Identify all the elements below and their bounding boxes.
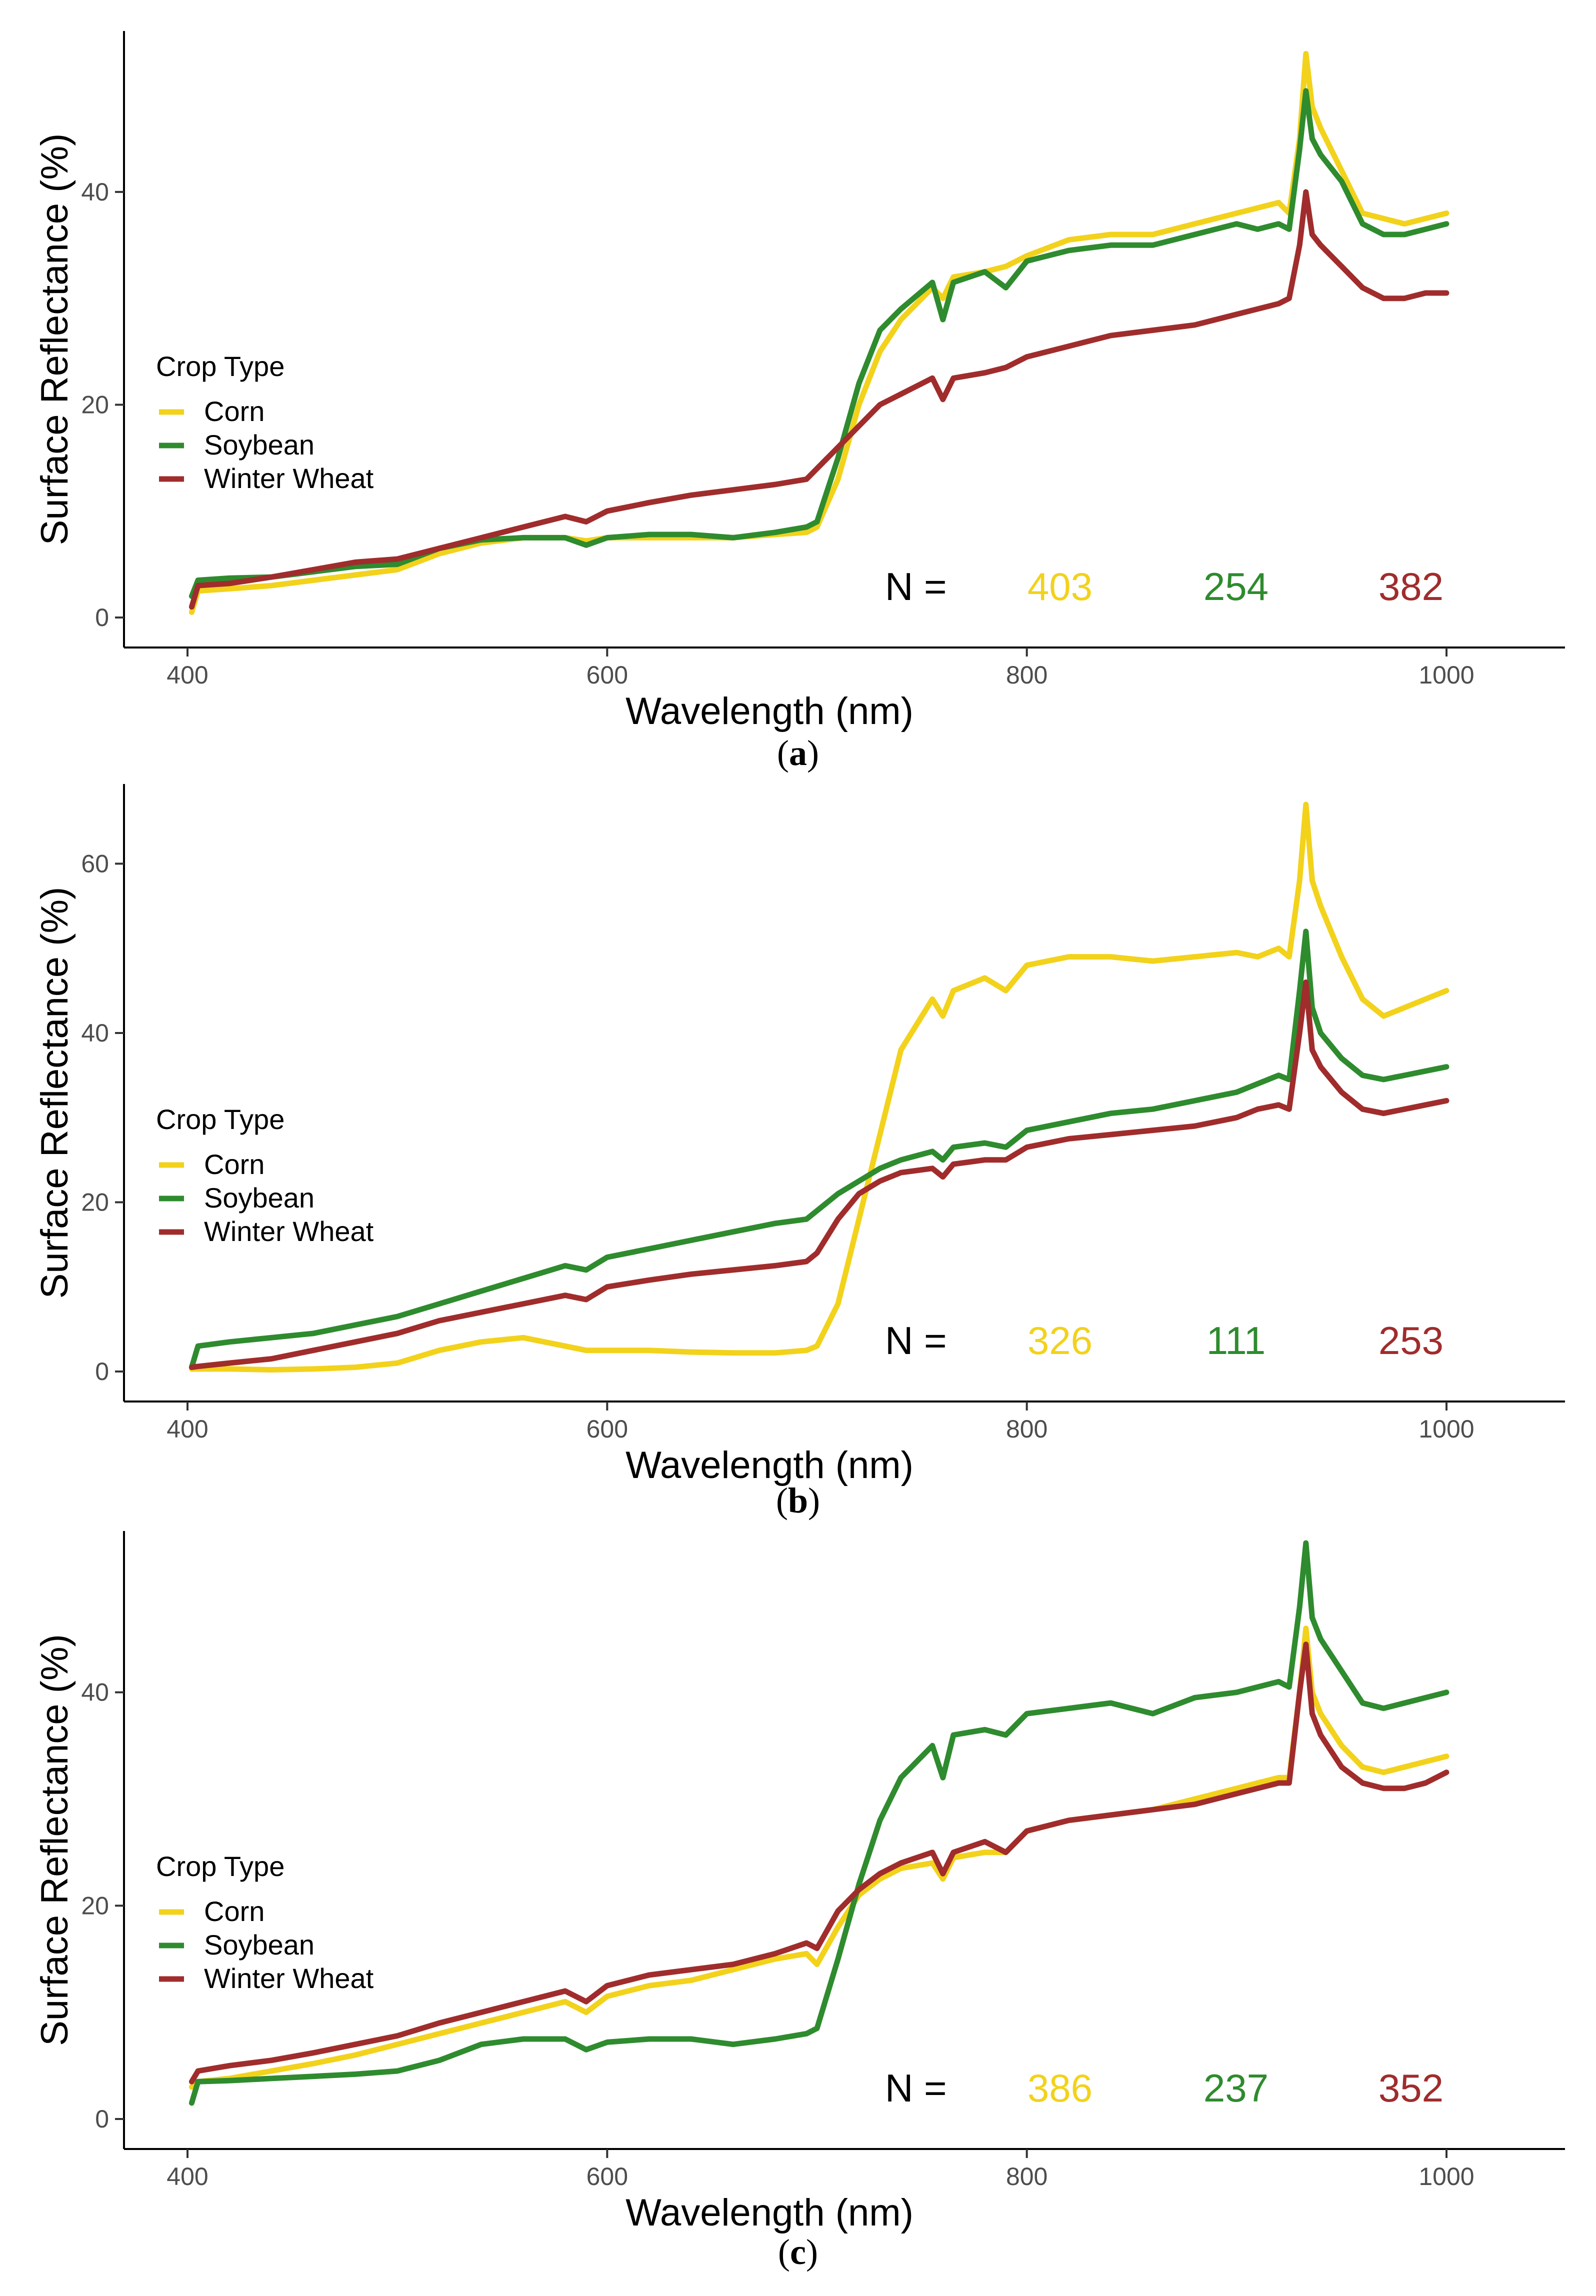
legend-title: Crop Type	[156, 1850, 284, 1882]
x-axis-title: Wavelength (nm)	[626, 690, 914, 732]
n-prefix: N =	[885, 1318, 947, 1362]
y-tick-label: 20	[81, 390, 109, 418]
y-tick-label: 40	[81, 178, 109, 206]
legend-label-soybean: Soybean	[204, 1182, 314, 1214]
legend-label-winter-wheat: Winter Wheat	[204, 1962, 374, 1994]
chart-panel-a: 0 20 40 400 600 800 1000 Wavelength (nm) Surface…	[34, 31, 1565, 773]
x-tick-label: 800	[1006, 2162, 1048, 2190]
n-count-soybean: 254	[1204, 564, 1268, 608]
legend-label-soybean: Soybean	[204, 1929, 314, 1960]
legend-label-winter-wheat: Winter Wheat	[204, 1216, 374, 1247]
x-tick-label: 400	[166, 1415, 208, 1443]
series-line-soybean	[188, 928, 1450, 1370]
x-axis-title: Wavelength (nm)	[626, 1444, 914, 1486]
y-axis-title: Surface Reflectance (%)	[34, 887, 76, 1299]
legend-label-soybean: Soybean	[204, 429, 314, 460]
panel-label: (a)	[777, 733, 819, 773]
legend-title: Crop Type	[156, 1104, 284, 1135]
series-line-winter-wheat	[188, 1642, 1450, 2084]
y-tick-label: 20	[81, 1892, 109, 1920]
n-prefix: N =	[885, 564, 947, 608]
legend-label-corn: Corn	[204, 396, 264, 427]
chart-panel-b: 0 20 40 60 400 600 800 1000 Wavelength (nm) Surfa…	[34, 784, 1565, 1520]
series-line-winter-wheat	[188, 979, 1450, 1370]
x-tick-label: 1000	[1418, 2162, 1474, 2190]
y-axis-title: Surface Reflectance (%)	[34, 134, 76, 546]
x-tick-label: 1000	[1418, 661, 1474, 689]
legend-title: Crop Type	[156, 350, 284, 382]
x-tick-label: 800	[1006, 661, 1048, 689]
n-count-soybean: 237	[1204, 2066, 1268, 2110]
n-count-corn: 403	[1028, 564, 1092, 608]
series-line-winter-wheat	[188, 189, 1450, 610]
x-tick-label: 800	[1006, 1415, 1048, 1443]
panel-label: (b)	[776, 1480, 820, 1520]
y-axis-title: Surface Reflectance (%)	[34, 1634, 76, 2046]
series-line-corn	[188, 802, 1450, 1373]
x-tick-label: 600	[586, 661, 628, 689]
x-tick-label: 1000	[1418, 1415, 1474, 1443]
y-tick-label: 20	[81, 1188, 109, 1216]
series-line-soybean	[188, 88, 1450, 599]
y-tick-label: 40	[81, 1678, 109, 1706]
n-prefix: N =	[885, 2066, 947, 2110]
legend-label-corn: Corn	[204, 1148, 264, 1180]
n-count-winter-wheat: 253	[1378, 1318, 1444, 1362]
legend-label-winter-wheat: Winter Wheat	[204, 462, 374, 494]
y-tick-label: 0	[95, 2105, 109, 2133]
y-tick-label: 40	[81, 1019, 109, 1047]
n-count-winter-wheat: 382	[1378, 564, 1444, 608]
x-tick-label: 400	[166, 661, 208, 689]
y-tick-label: 0	[95, 604, 109, 632]
x-tick-label: 600	[586, 2162, 628, 2190]
series-line-soybean	[188, 1540, 1450, 2106]
y-tick-label: 60	[81, 850, 109, 878]
x-tick-label: 600	[586, 1415, 628, 1443]
series-line-corn	[188, 50, 1450, 615]
n-count-winter-wheat: 352	[1378, 2066, 1444, 2110]
n-count-soybean: 111	[1206, 1318, 1266, 1362]
panel-label: (c)	[778, 2232, 818, 2272]
chart-panel-c: 0 20 40 400 600 800 1000 Wavelength (nm) Surface…	[34, 1531, 1565, 2272]
y-tick-label: 0	[95, 1358, 109, 1386]
n-count-corn: 386	[1028, 2066, 1092, 2110]
x-axis-title: Wavelength (nm)	[626, 2192, 914, 2234]
n-count-corn: 326	[1028, 1318, 1092, 1362]
x-tick-label: 400	[166, 2162, 208, 2190]
legend-label-corn: Corn	[204, 1896, 264, 1927]
